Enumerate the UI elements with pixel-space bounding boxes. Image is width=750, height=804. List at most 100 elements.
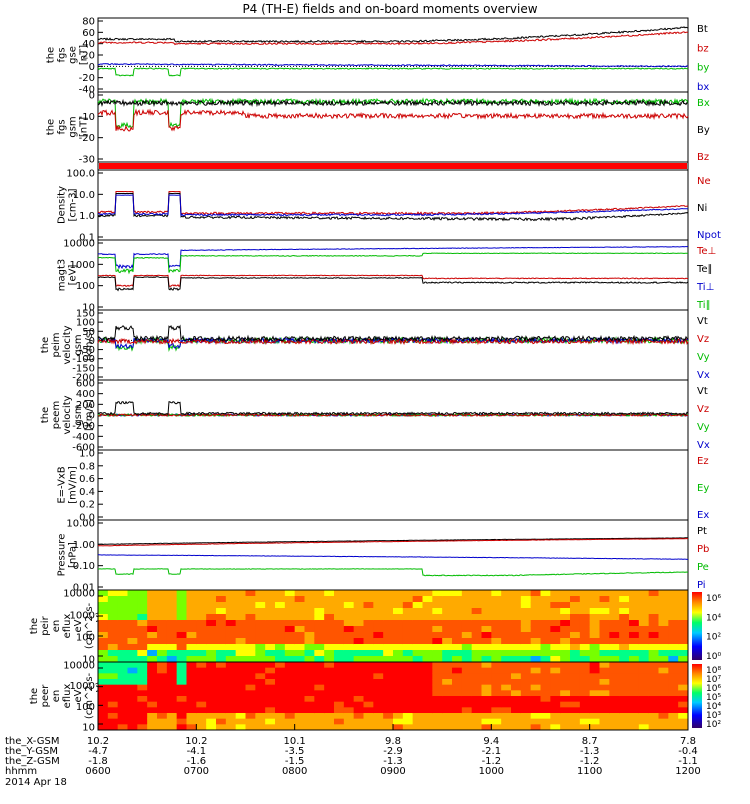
spec-cell [452,684,463,691]
spec-cell [402,662,414,669]
spec-cell [471,596,482,603]
spec-cell [255,696,266,703]
spec-cell [107,724,119,731]
spec-cell [393,713,404,720]
spec-cell [383,713,394,720]
spec-cell [363,707,374,714]
spec-cell [501,614,512,621]
spec-cell [481,713,492,720]
spec-cell [540,673,551,680]
spec-cell [560,724,571,731]
xtick-z-gsm: -1.3 [383,756,403,767]
spec-cell [265,644,276,651]
spec-cell [166,673,178,680]
ytick-label: -30 [79,155,95,166]
spec-cell [353,638,364,645]
spec-cell [412,632,423,639]
spec-cell [196,656,207,663]
spec-cell [107,713,119,720]
spec-cell [579,608,591,615]
spec-cell [314,596,325,603]
spec-cell [186,596,197,603]
spec-cell [373,626,384,633]
xtick-y-gsm: -3.5 [285,746,305,757]
spec-cell [363,713,374,720]
spec-cell [481,638,492,645]
spec-cell [166,590,178,597]
ytick-label: 100 [76,702,95,713]
spec-cell [589,590,600,597]
spec-cell [363,632,374,639]
spec-cell [471,590,482,597]
spec-cell [599,707,610,714]
spec-cell [147,602,158,609]
spec-cell [363,724,374,731]
spec-cell [127,696,138,703]
spec-cell [373,620,384,627]
spec-cell [579,614,591,621]
spec-cell [658,644,669,651]
spec-cell [393,590,404,597]
xtick-y-gsm: -2.1 [482,746,502,757]
spec-cell [668,707,679,714]
spec-cell [442,650,453,657]
spec-cell [579,707,591,714]
spec-cell [117,596,128,603]
spec-cell [353,718,364,725]
spec-cell [275,673,286,680]
spec-cell [98,696,109,703]
spec-cell [668,626,679,633]
ytick-label: 80 [82,17,95,28]
spec-cell [442,626,453,633]
spec-cell [402,596,414,603]
spec-cell [442,713,453,720]
spec-cell [147,707,158,714]
ylabel-line: [nT] [79,45,90,65]
spec-cell [373,673,384,680]
spec-cell [609,596,620,603]
spec-cell [245,638,256,645]
ylabel-line: Density [57,186,68,224]
spec-cell [186,696,197,703]
spec-cell [275,662,286,669]
spec-cell [176,701,187,708]
spec-cell [678,638,689,645]
spec-cell [520,673,532,680]
spec-cell [383,690,394,697]
spec-cell [560,650,571,657]
spec-cell [147,679,158,686]
spec-cell [402,701,414,708]
ylabel-line: gsm [73,334,84,355]
spec-cell [314,707,325,714]
spec-cell [461,713,473,720]
spec-cell [599,662,610,669]
spec-cell [491,596,502,603]
spec-cell [589,596,600,603]
spec-cell [422,620,433,627]
spec-cell [638,632,650,639]
spec-cell [363,596,374,603]
spec-cell [255,662,266,669]
xtick-z-gsm: -1.8 [88,756,108,767]
spec-cell [334,713,345,720]
spec-cell [589,713,600,720]
spec-cell [353,667,364,674]
spec-cell [471,644,482,651]
panel-frame-efield [97,449,689,521]
spec-cell [491,724,502,731]
spec-cell [166,713,178,720]
spec-cell [609,656,620,663]
spec-cell [402,626,414,633]
spec-cell [255,667,266,674]
spec-cell [383,644,394,651]
spec-cell [343,620,355,627]
spec-cell [648,644,659,651]
spec-cell [235,602,246,609]
spec-cell [530,696,541,703]
spec-cell [589,650,600,657]
spec-cell [206,650,217,657]
spec-cell [314,679,325,686]
spec-cell [609,701,620,708]
spec-cell [452,673,463,680]
spec-cell [314,713,325,720]
